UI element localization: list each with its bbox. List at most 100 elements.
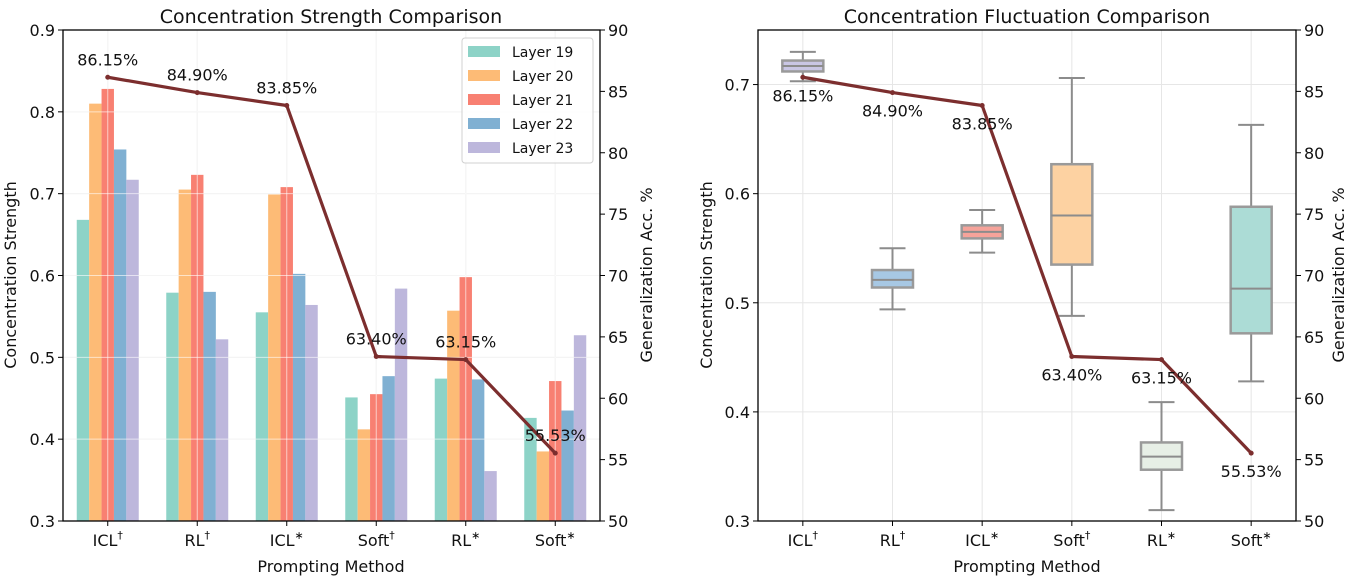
accuracy-point	[1069, 354, 1075, 360]
x-tick-label: Soft†	[1053, 529, 1091, 550]
concentration-strength-chart: Concentration Strength Comparison Prompt…	[1, 6, 656, 576]
bar-layer-23	[215, 339, 229, 521]
accuracy-point	[194, 90, 200, 96]
y-axis-label: Concentration Strength	[697, 181, 716, 368]
x-tick-label: ICL∗	[965, 529, 999, 550]
y-tick-label: 0.3	[725, 512, 750, 531]
accuracy-point	[463, 357, 469, 363]
bar-layer-22	[471, 379, 485, 521]
accuracy-point	[890, 90, 895, 96]
y2-tick-label: 50	[1304, 512, 1324, 531]
bar-layer-20	[178, 189, 192, 521]
y-tick-label: 0.8	[30, 103, 55, 122]
accuracy-data-label: 83.85%	[256, 78, 317, 97]
y2-tick-label: 70	[608, 267, 628, 286]
bar-layer-20	[357, 429, 371, 521]
y2-tick-label: 55	[608, 451, 628, 470]
accuracy-data-label: 86.15%	[772, 86, 833, 105]
y-tick-label: 0.6	[725, 185, 750, 204]
bar-layer-19	[345, 397, 358, 521]
y-tick-label: 0.5	[725, 294, 750, 313]
y2-tick-label: 75	[608, 205, 628, 224]
accuracy-data-label: 55.53%	[525, 426, 586, 445]
accuracy-data-label: 86.15%	[77, 50, 138, 69]
bar-layer-23	[126, 179, 139, 521]
box-plot	[1139, 401, 1184, 512]
legend-swatch	[468, 94, 500, 105]
legend-label: Layer 22	[512, 117, 573, 133]
chart-title: Concentration Strength Comparison	[160, 6, 502, 28]
bar-layer-22	[292, 273, 306, 521]
x-tick-label: RL†	[184, 529, 210, 550]
y2-tick-label: 50	[608, 512, 628, 531]
bar-layer-19	[76, 219, 90, 521]
y2-tick-label: 55	[1304, 451, 1324, 470]
bar-layer-23	[573, 335, 587, 521]
y-tick-label: 0.5	[30, 348, 55, 367]
y-tick-label: 0.6	[30, 267, 55, 286]
y2-tick-label: 80	[1304, 144, 1324, 163]
bar-layer-19	[434, 378, 448, 521]
bar-layer-22	[203, 291, 216, 521]
accuracy-data-label: 63.15%	[435, 333, 496, 352]
y-tick-label: 0.3	[30, 512, 55, 531]
accuracy-data-label: 84.90%	[167, 66, 228, 85]
legend-swatch	[468, 70, 500, 81]
accuracy-point	[979, 102, 985, 108]
y2-tick-label: 90	[1304, 21, 1324, 40]
chart-title: Concentration Fluctuation Comparison	[844, 6, 1210, 28]
y2-tick-label: 65	[608, 328, 628, 347]
y2-tick-label: 60	[1304, 389, 1324, 408]
bar-layer-20	[536, 451, 550, 521]
x-tick-label: ICL†	[788, 529, 819, 550]
bar-layer-23	[394, 288, 408, 521]
y-tick-label: 0.4	[30, 430, 55, 449]
y2-tick-label: 65	[1304, 328, 1324, 347]
legend-swatch	[468, 142, 500, 153]
y2-tick-label: 85	[1304, 82, 1324, 101]
bar-layer-19	[255, 312, 269, 521]
bar-layer-22	[561, 410, 574, 521]
accuracy-point	[1159, 357, 1164, 363]
bar-layer-19	[166, 292, 179, 521]
y-axis-label: Concentration Strength	[1, 181, 20, 368]
legend-label: Layer 20	[512, 69, 573, 85]
accuracy-data-label: 84.90%	[862, 102, 923, 121]
bar-layer-22	[113, 149, 127, 521]
x-tick-label: ICL∗	[270, 529, 304, 550]
accuracy-line	[107, 75, 557, 455]
box	[1050, 162, 1094, 266]
box	[1229, 205, 1273, 335]
accuracy-line	[802, 75, 1253, 455]
box-plot	[870, 247, 915, 311]
x-axis-label: Prompting Method	[257, 557, 404, 576]
accuracy-data-label: 63.15%	[1131, 369, 1192, 388]
y2-tick-label: 70	[1304, 267, 1324, 286]
y2-tick-label: 75	[1304, 205, 1324, 224]
bar-layer-20	[447, 310, 460, 521]
bar-layer-19	[524, 417, 537, 521]
accuracy-point	[800, 74, 806, 80]
y2-axis-label: Generalization Acc. %	[637, 187, 656, 362]
legend-swatch	[468, 118, 500, 129]
accuracy-point	[373, 354, 379, 360]
accuracy-data-label: 63.40%	[346, 330, 407, 349]
y2-tick-label: 80	[608, 144, 628, 163]
accuracy-point	[284, 102, 290, 108]
y-tick-label: 0.7	[30, 185, 55, 204]
x-tick-label: RL∗	[451, 529, 480, 550]
bar-layer-22	[382, 376, 395, 521]
y-tick-label: 0.4	[725, 403, 750, 422]
y2-tick-label: 60	[608, 389, 628, 408]
y2-tick-label: 90	[608, 21, 628, 40]
box-plot	[960, 209, 1004, 254]
y2-axis-label: Generalization Acc. %	[1329, 187, 1348, 362]
accuracy-point	[105, 74, 111, 80]
legend: Layer 19 Layer 20 Layer 21 Layer 22 Layer 23	[461, 37, 594, 164]
x-tick-label: Soft†	[358, 529, 396, 550]
x-tick-label: Soft∗	[535, 529, 576, 550]
accuracy-data-label: 83.85%	[952, 114, 1013, 133]
x-tick-label: ICL†	[93, 529, 124, 550]
x-tick-label: RL∗	[1147, 529, 1176, 550]
box-plot	[1229, 123, 1273, 383]
